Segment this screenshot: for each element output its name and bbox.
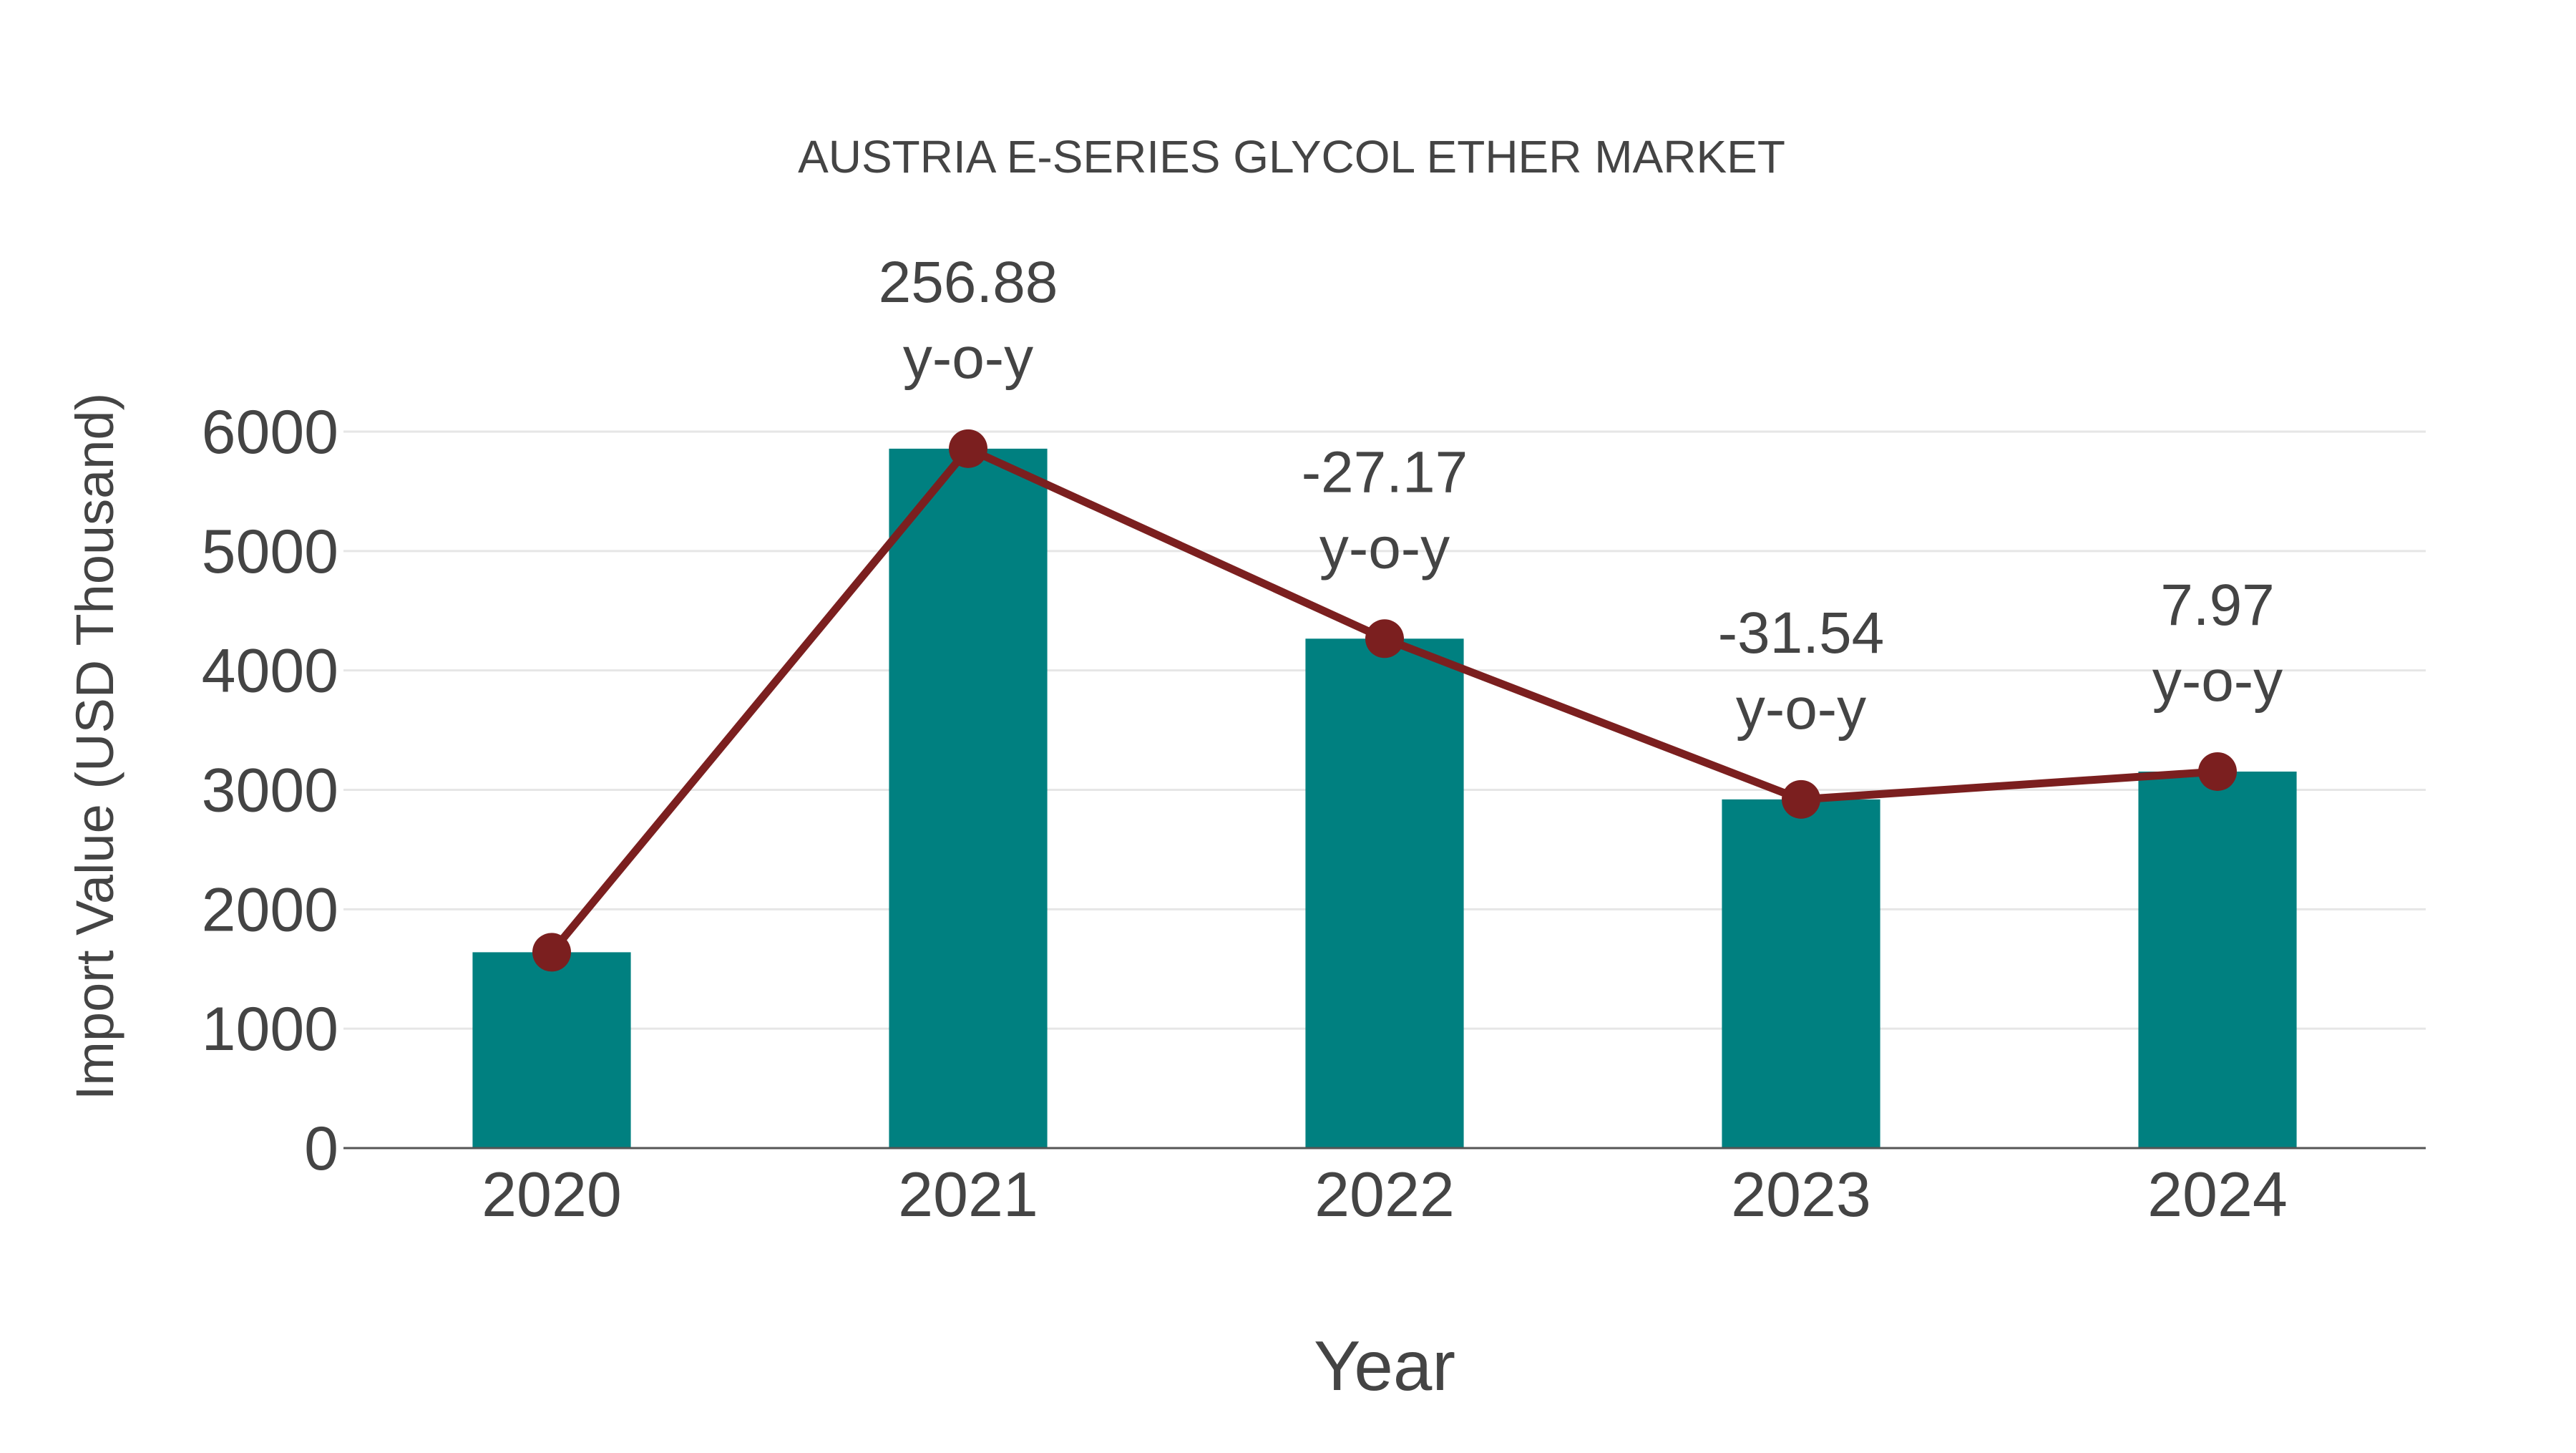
x-tick-label: 2023 bbox=[1731, 1159, 1871, 1230]
x-tick-label: 2024 bbox=[2147, 1159, 2288, 1230]
x-axis-ticks: 2020 2021 2022 2023 2024 bbox=[482, 1159, 2288, 1230]
x-tick-label: 2022 bbox=[1314, 1159, 1455, 1230]
bar-2022 bbox=[1305, 638, 1464, 1148]
yoy-label: y-o-y bbox=[903, 326, 1033, 391]
yoy-value: 7.97 bbox=[2160, 573, 2275, 638]
marker-2023 bbox=[1782, 779, 1820, 819]
y-tick-label: 1000 bbox=[202, 995, 338, 1064]
yoy-value: -27.17 bbox=[1302, 439, 1468, 505]
bar-2024 bbox=[2138, 771, 2297, 1148]
yoy-value: 256.88 bbox=[879, 250, 1058, 315]
y-axis-ticks: 0 1000 2000 3000 4000 5000 6000 bbox=[202, 398, 338, 1183]
x-tick-label: 2021 bbox=[898, 1159, 1038, 1230]
y-tick-label: 5000 bbox=[202, 517, 338, 586]
yoy-label: y-o-y bbox=[2152, 648, 2283, 714]
yoy-label: y-o-y bbox=[1736, 676, 1866, 742]
marker-2021 bbox=[949, 429, 987, 468]
bar-2023 bbox=[1722, 799, 1880, 1148]
bar-2020 bbox=[472, 952, 631, 1148]
x-axis-title: Year bbox=[1314, 1326, 1455, 1405]
chart-title: AUSTRIA E-SERIES GLYCOL ETHER MARKET bbox=[798, 131, 1785, 183]
y-tick-label: 6000 bbox=[202, 398, 338, 467]
line-markers bbox=[532, 429, 2237, 972]
y-tick-label: 4000 bbox=[202, 637, 338, 706]
marker-2020 bbox=[532, 933, 571, 972]
yoy-annotations: 256.88 y-o-y -27.17 y-o-y -31.54 y-o-y 7.97 y-o… bbox=[879, 250, 2283, 742]
annotation-2024: 7.97 y-o-y bbox=[2152, 573, 2283, 714]
yoy-label: y-o-y bbox=[1319, 515, 1450, 580]
annotation-2021: 256.88 y-o-y bbox=[879, 250, 1058, 391]
y-tick-label: 0 bbox=[304, 1114, 338, 1183]
bars bbox=[472, 448, 2297, 1148]
annotation-2023: -31.54 y-o-y bbox=[1718, 601, 1885, 742]
annotation-2022: -27.17 y-o-y bbox=[1302, 439, 1468, 580]
bar-2021 bbox=[889, 448, 1048, 1148]
y-tick-label: 3000 bbox=[202, 757, 338, 825]
x-tick-label: 2020 bbox=[482, 1159, 622, 1230]
yoy-value: -31.54 bbox=[1718, 601, 1885, 666]
marker-2022 bbox=[1365, 619, 1404, 659]
y-tick-label: 2000 bbox=[202, 875, 338, 944]
marker-2024 bbox=[2198, 752, 2237, 791]
y-axis-title: Import Value (USD Thousand) bbox=[65, 393, 125, 1101]
